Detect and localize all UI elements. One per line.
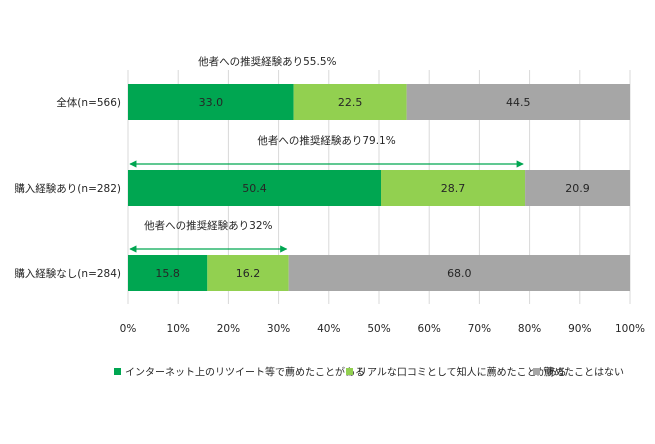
bar-segment-0-2 — [406, 84, 630, 120]
data-label-1-1: 28.7 — [441, 182, 466, 195]
x-tick-label-7: 70% — [468, 323, 491, 335]
x-tick-label-4: 40% — [317, 323, 340, 335]
legend: インターネット上のリツイート等で薦めたことがあるリアルな口コミとして知人に薦めた… — [114, 366, 624, 379]
bar-segment-1-1 — [381, 170, 526, 206]
x-tick-label-10: 100% — [615, 323, 645, 335]
bar-segment-1-2 — [525, 170, 630, 206]
annotation-label-1: 他者への推奨経験あり79.1% — [257, 134, 395, 147]
x-tick-label-9: 90% — [568, 323, 591, 335]
x-tick-label-3: 30% — [267, 323, 290, 335]
data-label-1-0: 50.4 — [242, 182, 267, 195]
annotations: 他者への推奨経験あり55.5% 他者への推奨経験あり79.1% 他者への推奨経験あり… — [129, 55, 524, 253]
x-tick-label-0: 0% — [120, 323, 137, 335]
bar-segment-2-1 — [207, 255, 289, 291]
category-label-0: 全体(n=566) — [56, 96, 121, 109]
bar-segment-1-0 — [128, 170, 382, 206]
legend-swatch-0 — [114, 368, 121, 375]
bars: 33.0 22.5 44.5 50.4 28.7 20.9 15.8 16.2 68.0 — [128, 84, 630, 291]
x-tick-label-8: 80% — [518, 323, 541, 335]
x-tick-label-1: 10% — [167, 323, 190, 335]
bar-segment-0-0 — [128, 84, 294, 120]
data-label-2-2: 68.0 — [447, 267, 472, 280]
category-axis: 全体(n=566) 購入経験あり(n=282) 購入経験なし(n=284) — [14, 96, 121, 280]
data-label-2-0: 15.8 — [155, 267, 180, 280]
bar-segment-2-0 — [128, 255, 208, 291]
data-label-1-2: 20.9 — [565, 182, 590, 195]
x-tick-label-5: 50% — [367, 323, 390, 335]
legend-label-1: リアルな口コミとして知人に薦めたことがある — [357, 366, 567, 379]
data-label-0-0: 33.0 — [199, 96, 224, 109]
x-tick-label-6: 60% — [418, 323, 441, 335]
data-label-2-1: 16.2 — [236, 267, 261, 280]
x-tick-label-2: 20% — [217, 323, 240, 335]
legend-label-0: インターネット上のリツイート等で薦めたことがある — [125, 366, 365, 379]
bar-segment-2-2 — [288, 255, 630, 291]
legend-swatch-2 — [533, 368, 540, 375]
legend-label-2: 薦めたことはない — [544, 367, 624, 379]
annotation-label-2: 他者への推奨経験あり32% — [144, 219, 272, 232]
category-label-2: 購入経験なし(n=284) — [14, 267, 121, 280]
data-label-0-1: 22.5 — [338, 96, 363, 109]
annotation-label-0: 他者への推奨経験あり55.5% — [198, 55, 336, 68]
value-axis: 0% 10% 20% 30% 40% 50% 60% 70% 80% 90% 100% — [120, 323, 645, 335]
category-label-1: 購入経験あり(n=282) — [14, 182, 121, 195]
data-label-0-2: 44.5 — [506, 96, 531, 109]
legend-swatch-1 — [346, 368, 353, 375]
bar-segment-0-1 — [293, 84, 407, 120]
